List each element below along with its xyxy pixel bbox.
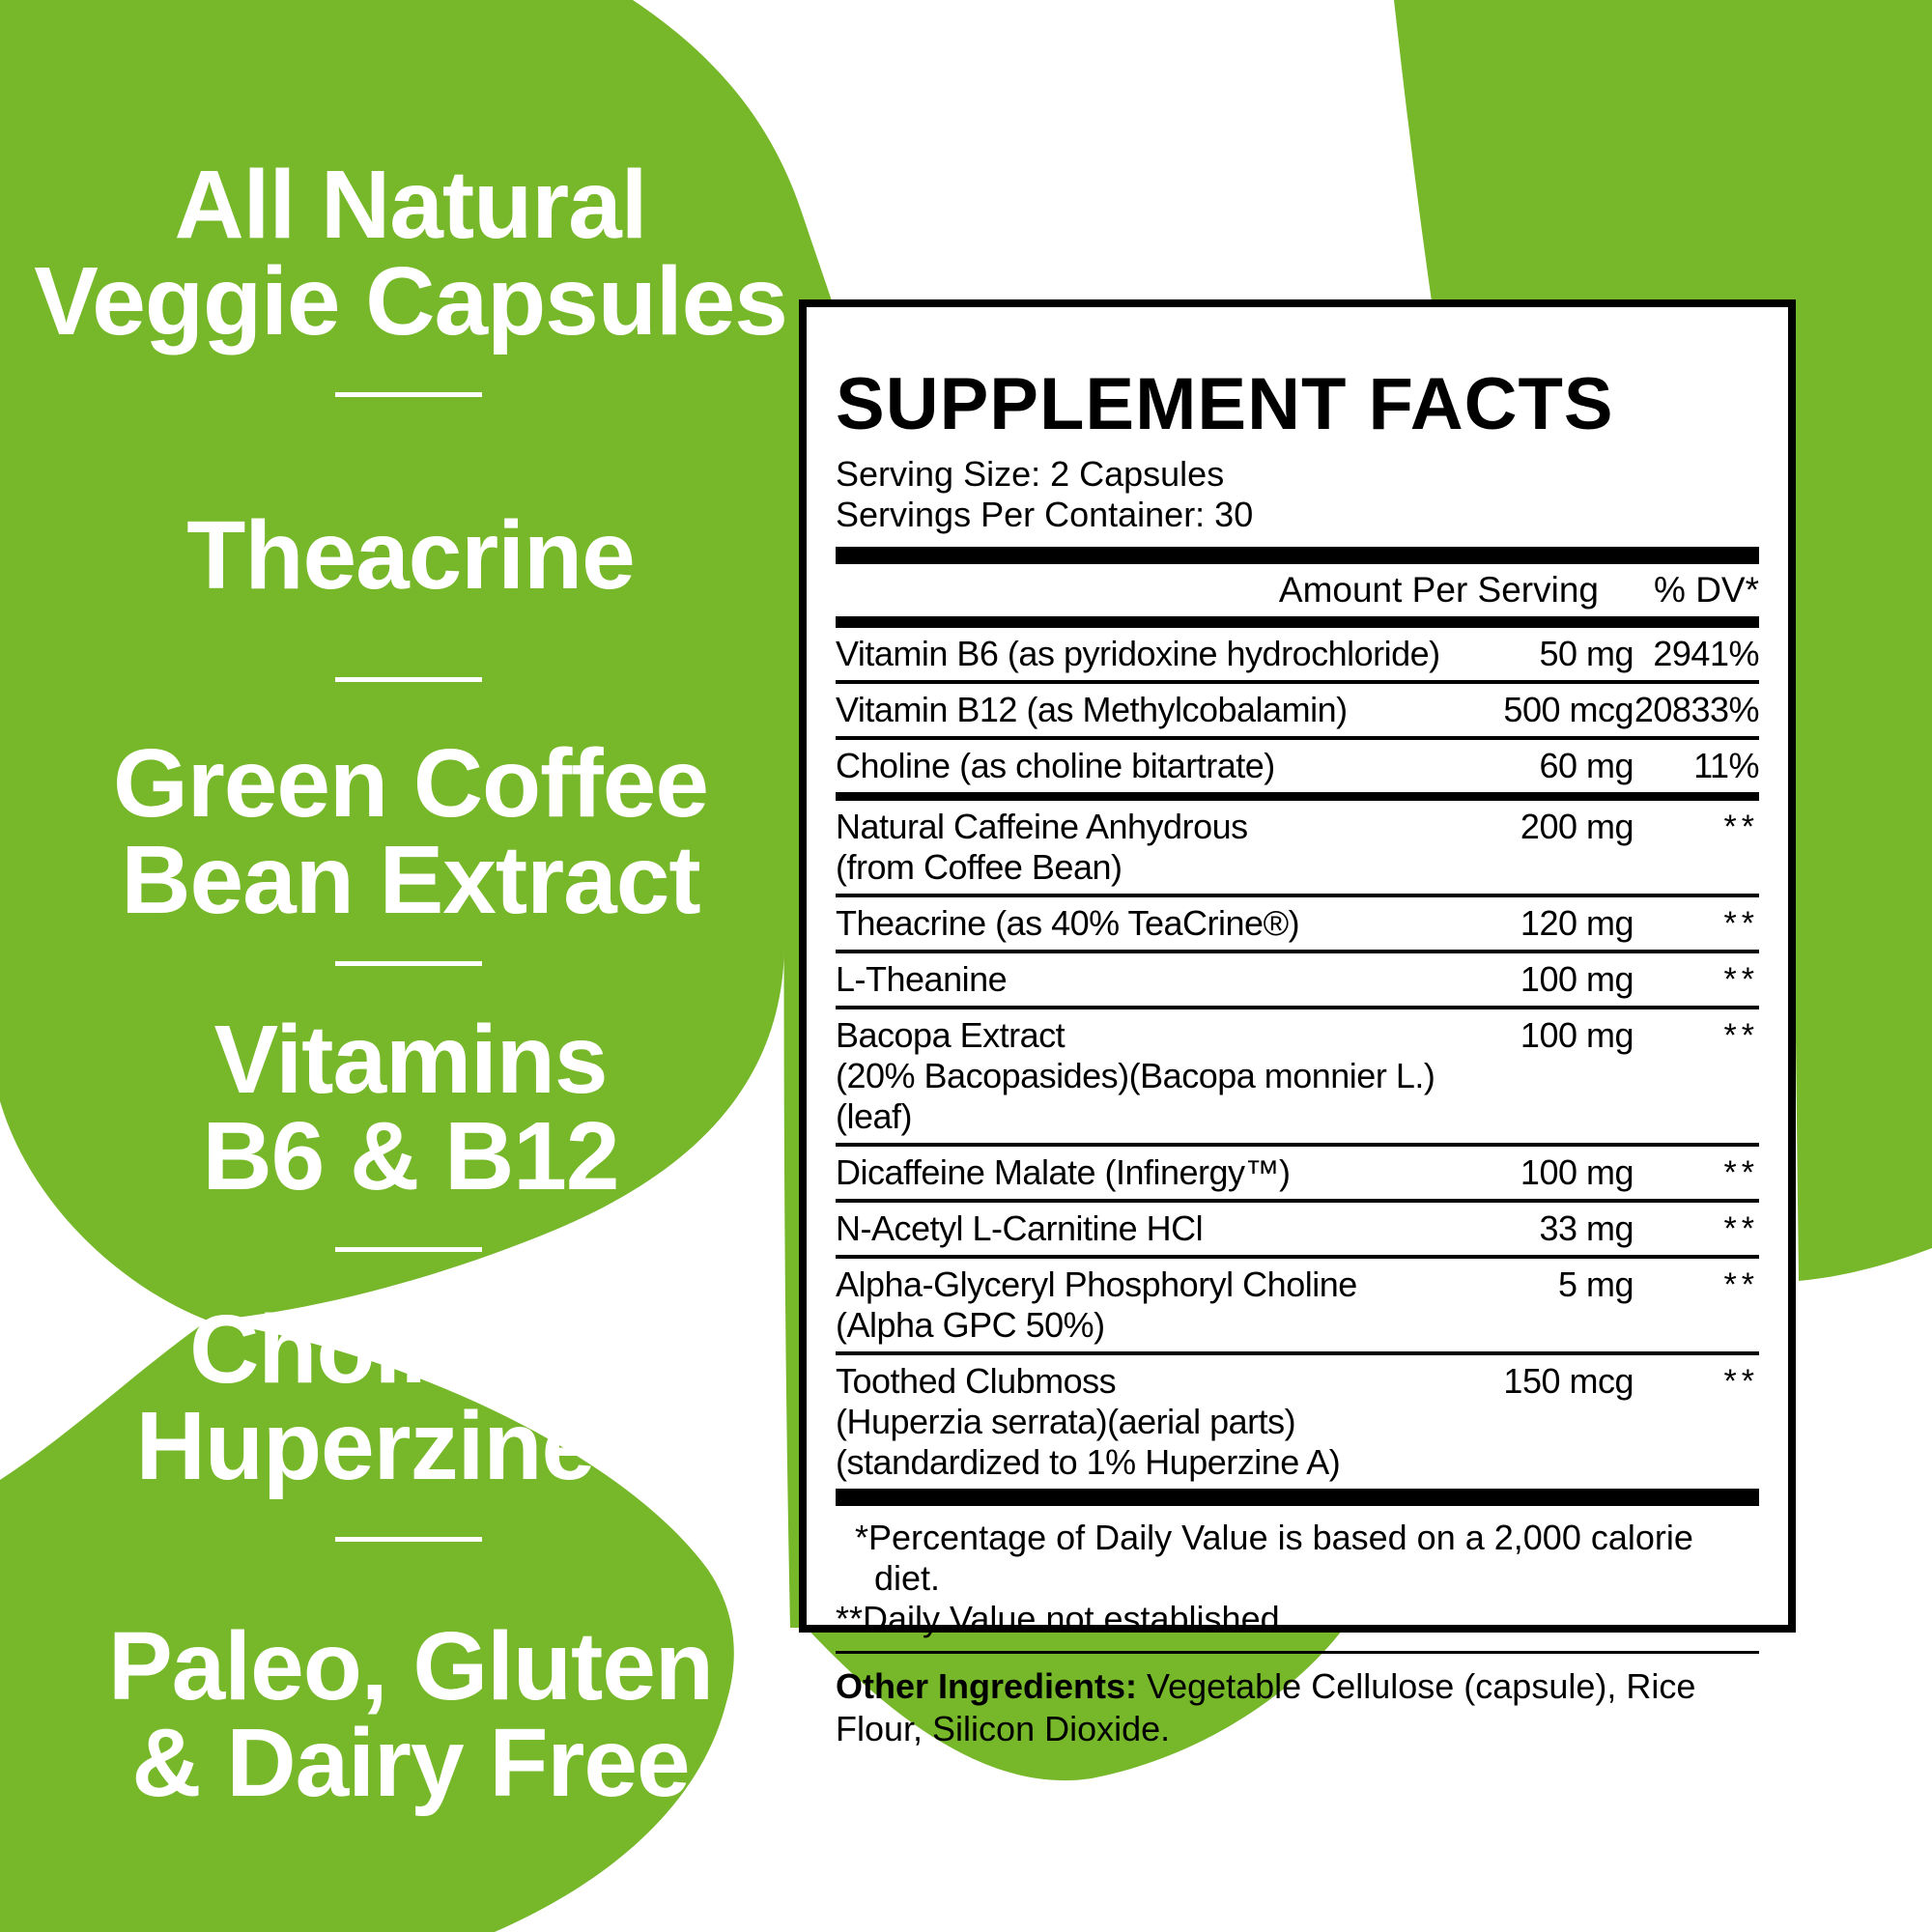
separator-bar-thick [836,1489,1759,1506]
feature-line: & Dairy Free [131,1709,690,1817]
divider-line [335,1247,482,1252]
ingredient-name: Alpha-Glyceryl Phosphoryl Choline (Alpha… [836,1264,1464,1346]
feature-line: Green Coffee [113,729,709,838]
ingredient-dv: 11% [1693,746,1759,785]
ingredient-row: Toothed Clubmoss (Huperzia serrata)(aeri… [836,1355,1759,1489]
column-header-amount: Amount Per Serving [1278,570,1599,610]
feature-line: B6 & B12 [202,1102,619,1210]
column-header-row: Amount Per Serving % DV* [836,564,1759,616]
ingredient-name: Vitamin B6 (as pyridoxine hydrochloride) [836,634,1440,673]
ingredient-dv: ** [1723,1363,1759,1400]
ingredient-row: Bacopa Extract (20% Bacopasides)(Bacopa … [836,1009,1759,1147]
ingredient-amount: 5 mg [1557,1264,1634,1304]
ingredient-row: Dicaffeine Malate (Infinergy™) 100 mg ** [836,1147,1759,1203]
ingredient-name: N-Acetyl L-Carnitine HCl [836,1208,1204,1248]
ingredient-dv: ** [1723,1017,1759,1054]
ingredient-sub-line: (Huperzia serrata)(aerial parts) [836,1402,1296,1441]
ingredient-row: Theacrine (as 40% TeaCrine®) 120 mg ** [836,897,1759,953]
ingredient-amount: 100 mg [1520,959,1634,999]
feature-line: Vitamins [213,1006,609,1114]
column-header-dv: % DV* [1654,570,1759,610]
divider-line [335,677,482,682]
blob-band-under-panel [802,1623,1348,1781]
ingredient-row: Vitamin B6 (as pyridoxine hydrochloride)… [836,628,1760,684]
separator-bar-medium [836,616,1759,628]
ingredient-row: Natural Caffeine Anhydrous (from Coffee … [836,801,1759,897]
divider-line [335,392,482,397]
feature-line: All Natural [174,151,647,259]
feature-green-coffee: Green Coffee Bean Extract [0,735,821,928]
ingredient-name: Toothed Clubmoss (Huperzia serrata)(aeri… [836,1361,1464,1483]
ingredient-amount: 150 mcg [1503,1361,1634,1401]
divider-line [335,961,482,966]
ingredient-sub-line: (from Coffee Bean) [836,847,1122,887]
ingredient-amount: 50 mg [1539,634,1634,673]
other-ingredients-text: Vegetable Cellulose (capsule), Rice Flou… [836,1666,1696,1748]
ingredient-amount: 200 mg [1520,807,1634,846]
ingredient-sub-line: (20% Bacopasides)(Bacopa monnier L.)(lea… [836,1056,1435,1136]
feature-line: Bean Extract [121,826,700,934]
ingredient-name: Theacrine (as 40% TeaCrine®) [836,903,1300,943]
separator-bar-thick [836,547,1759,564]
serving-size: Serving Size: 2 Capsules [836,454,1225,494]
ingredient-sub-line: (Alpha GPC 50%) [836,1305,1105,1345]
divider-line [335,1537,482,1542]
blob-bottom-left [0,1321,734,1932]
feature-line: Choline & [189,1295,633,1404]
ingredient-amount: 60 mg [1539,746,1634,785]
ingredient-dv: ** [1723,961,1759,998]
ingredient-row: Vitamin B12 (as Methylcobalamin) 500 mcg… [836,684,1760,740]
ingredient-name: Dicaffeine Malate (Infinergy™) [836,1152,1291,1192]
ingredient-name: Bacopa Extract (20% Bacopasides)(Bacopa … [836,1015,1464,1137]
ingredient-row: Alpha-Glyceryl Phosphoryl Choline (Alpha… [836,1259,1759,1355]
feature-all-natural: All Natural Veggie Capsules [0,156,821,350]
ingredient-row: N-Acetyl L-Carnitine HCl 33 mg ** [836,1203,1759,1259]
ingredient-row: Choline (as choline bitartrate) 60 mg 11… [836,740,1760,801]
ingredient-dv: ** [1723,1210,1759,1247]
feature-line: Huperzine A [135,1392,687,1500]
ingredient-amount: 100 mg [1520,1152,1634,1192]
feature-line: Paleo, Gluten [107,1612,714,1720]
ingredient-dv: ** [1723,1266,1759,1303]
ingredient-name: Vitamin B12 (as Methylcobalamin) [836,690,1348,729]
footnote-not-established: **Daily Value not established. [836,1599,1290,1638]
ingredient-amount: 120 mg [1520,903,1634,943]
panel-title: SUPPLEMENT FACTS [836,363,1614,445]
other-ingredients: Other Ingredients: Vegetable Cellulose (… [836,1665,1759,1750]
feature-line: Theacrine [186,501,635,610]
feature-theacrine: Theacrine [0,507,821,604]
blob-right [1394,0,1932,1281]
ingredient-name: Natural Caffeine Anhydrous (from Coffee … [836,807,1464,888]
ingredient-dv: ** [1723,905,1759,942]
footnote-daily-value: *Percentage of Daily Value is based on a… [855,1518,1693,1598]
ingredient-dv: 20833% [1634,690,1760,729]
supplement-facts-panel: SUPPLEMENT FACTS Serving Size: 2 Capsule… [799,299,1796,1748]
ingredient-name: Choline (as choline bitartrate) [836,746,1275,785]
ingredient-amount: 33 mg [1539,1208,1634,1248]
ingredient-row: L-Theanine 100 mg ** [836,953,1759,1009]
ingredient-amount: 500 mcg [1503,690,1634,729]
separator-rule-thin [836,1651,1759,1654]
ingredient-dv: ** [1723,809,1759,845]
blob-sliver-left-of-panel [783,475,800,1628]
servings-per-container: Servings Per Container: 30 [836,495,1254,534]
ingredient-amount: 100 mg [1520,1015,1634,1055]
feature-paleo: Paleo, Gluten & Dairy Free [0,1618,821,1811]
ingredient-sub-line: (standardized to 1% Huperzine A) [836,1442,1341,1482]
blob-top-left [0,0,869,1321]
ingredient-dv: ** [1723,1154,1759,1191]
other-ingredients-label: Other Ingredients: [836,1666,1138,1706]
feature-vitamins: Vitamins B6 & B12 [0,1011,821,1205]
ingredient-dv: 2941% [1653,634,1759,673]
feature-choline: Choline & Huperzine A [0,1301,821,1494]
feature-line: Veggie Capsules [34,247,788,355]
ingredient-name: L-Theanine [836,959,1008,999]
